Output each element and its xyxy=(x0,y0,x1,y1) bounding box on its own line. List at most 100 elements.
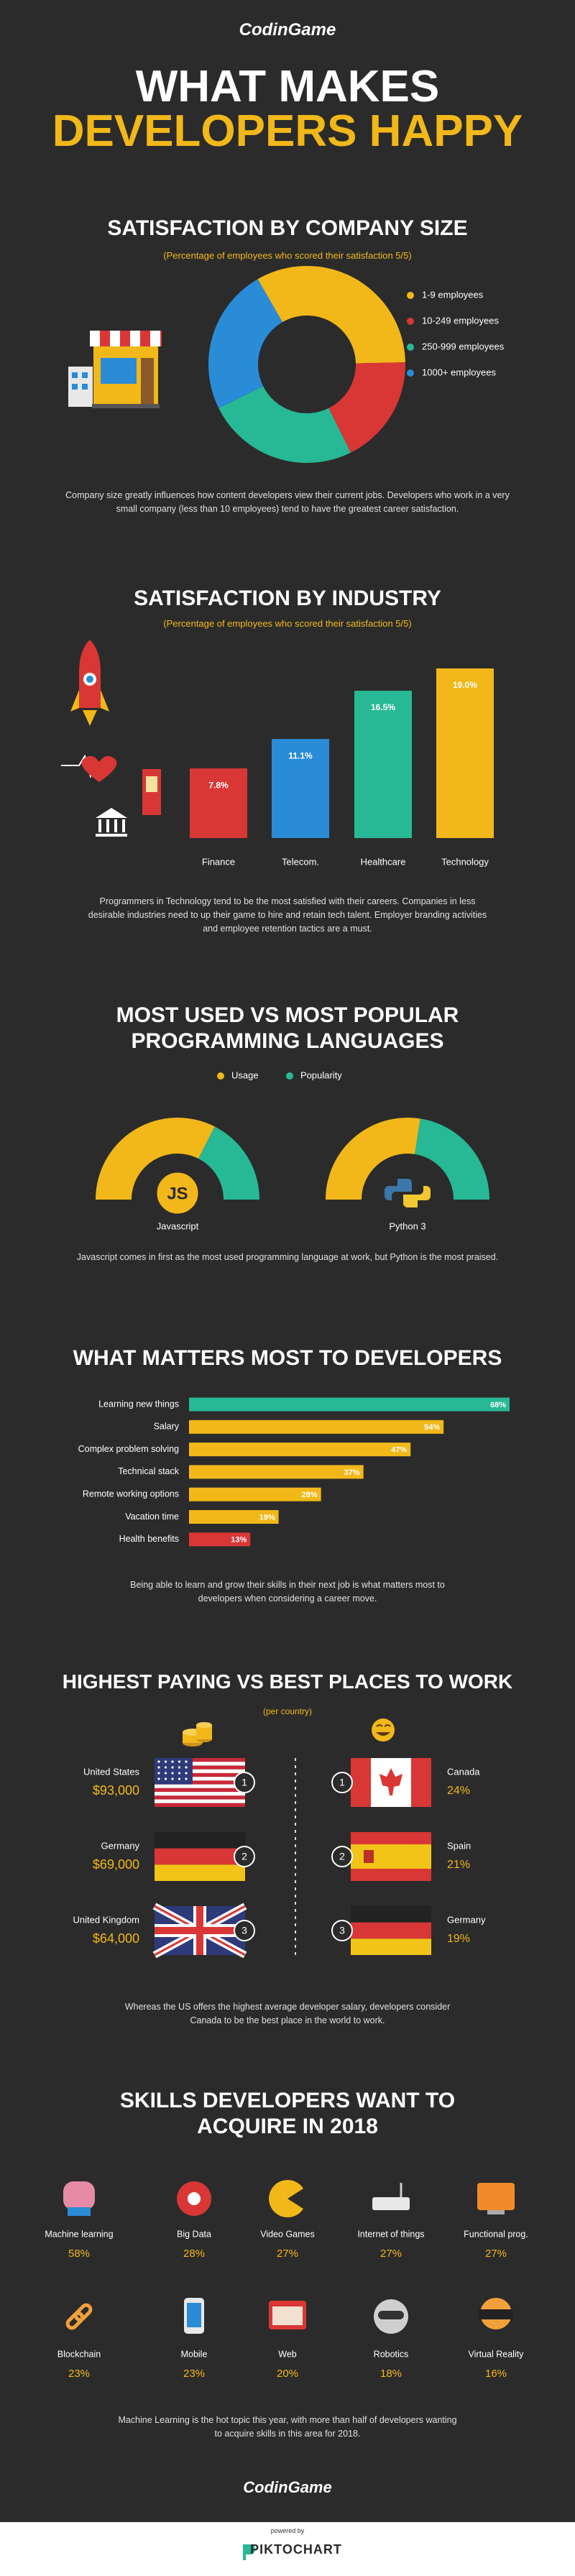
flag-star xyxy=(171,1777,174,1780)
icon-shape xyxy=(487,2210,505,2214)
skill-name: Web xyxy=(278,2349,297,2359)
skill-share: 18% xyxy=(380,2368,402,2380)
skill-icon xyxy=(184,2298,204,2334)
skill-share: 27% xyxy=(277,2248,298,2260)
flag-star xyxy=(164,1760,167,1763)
skill-share: 58% xyxy=(68,2248,90,2260)
skill-icon xyxy=(177,2181,211,2216)
bar-category: Technical stack xyxy=(118,1466,180,1476)
country-name: Canada xyxy=(447,1766,480,1777)
skill-name: Internet of things xyxy=(357,2229,424,2239)
bar-category: Complex problem solving xyxy=(78,1444,179,1454)
legend-label: 1-9 employees xyxy=(422,289,484,300)
flag-part xyxy=(155,1777,245,1781)
skill-share: 27% xyxy=(485,2248,507,2260)
country-name: Germany xyxy=(101,1840,140,1851)
skill-share: 16% xyxy=(485,2368,507,2380)
country-name: United States xyxy=(83,1766,140,1777)
bar xyxy=(189,1465,364,1479)
skill-icon xyxy=(63,2181,95,2216)
places-icons xyxy=(183,1719,395,1955)
flag-part xyxy=(351,1906,431,1923)
rank-number: 3 xyxy=(242,1925,247,1936)
share-value: 24% xyxy=(447,1785,470,1797)
legend-swatch xyxy=(407,292,414,299)
donut-segment xyxy=(257,265,405,364)
brand: PIKTOCHART xyxy=(250,2542,342,2557)
flag xyxy=(351,1832,431,1881)
section-subtitle: (Percentage of employees who scored thei… xyxy=(163,250,412,261)
flag-star xyxy=(178,1766,181,1769)
section-caption: Whereas the US offers the highest averag… xyxy=(124,2002,451,2025)
section-caption: Programmers in Technology tend to be the… xyxy=(88,896,487,934)
flag xyxy=(155,1758,245,1807)
bar-category: Salary xyxy=(154,1422,180,1432)
bar-category: Technology xyxy=(441,856,489,867)
bar-category: Telecom. xyxy=(282,856,319,867)
donut-segment xyxy=(328,362,406,453)
section-title: SATISFACTION BY INDUSTRY xyxy=(134,586,441,610)
section-title: WHAT MATTERS MOST TO DEVELOPERS xyxy=(73,1346,502,1370)
icon-shape xyxy=(187,2303,201,2327)
flag-part xyxy=(155,1762,245,1766)
flag-part xyxy=(155,1780,245,1785)
flag-star xyxy=(171,1766,174,1769)
flag-part xyxy=(155,1758,245,1762)
title: WHAT MAKES xyxy=(135,62,440,111)
python-logo xyxy=(385,1179,431,1208)
skill-icon xyxy=(269,2301,306,2329)
icon-shape xyxy=(477,2183,515,2210)
bar-value-label: 68% xyxy=(490,1401,506,1409)
skill-share: 23% xyxy=(183,2368,205,2380)
bar-value-label: 37% xyxy=(344,1468,360,1477)
bar-value-label: 28% xyxy=(302,1491,318,1499)
legend-swatch xyxy=(407,369,414,377)
gauge-label: Javascript xyxy=(157,1220,199,1231)
bar-category: Learning new things xyxy=(98,1399,179,1409)
skill-icon xyxy=(372,2183,410,2210)
legend-label: Usage xyxy=(231,1070,259,1080)
bar-value-label: 16.5% xyxy=(371,702,395,712)
section-caption: Company size greatly influences how cont… xyxy=(65,490,510,514)
flag-star xyxy=(185,1772,188,1775)
brand-icon xyxy=(243,2544,255,2560)
rank-badge xyxy=(331,1846,353,1867)
donut-segment xyxy=(218,386,351,463)
icon-shape xyxy=(272,2306,303,2325)
skill-icon xyxy=(269,2180,303,2218)
flag xyxy=(155,1832,245,1881)
rank-badge xyxy=(234,1846,255,1867)
bar xyxy=(189,1420,444,1434)
flag-part xyxy=(155,1848,245,1865)
bar-value-label: 7.8% xyxy=(208,780,229,790)
flag-star xyxy=(178,1777,181,1780)
skill-name: Blockchain xyxy=(58,2349,101,2359)
section-caption: Being able to learn and grow their skill… xyxy=(130,1580,445,1604)
legend-swatch xyxy=(286,1072,293,1080)
bar xyxy=(436,668,494,838)
flag-part xyxy=(155,1765,245,1770)
bar-category: Healthcare xyxy=(361,856,406,867)
bar xyxy=(189,1443,411,1457)
bar-category: Vacation time xyxy=(125,1512,179,1522)
flag-star xyxy=(185,1760,188,1763)
salary-amount: $69,000 xyxy=(93,1857,139,1872)
rank-number: 2 xyxy=(242,1851,247,1862)
shop-icon xyxy=(68,331,162,408)
skill-name: Functional prog. xyxy=(464,2229,528,2239)
industry-icons xyxy=(61,640,161,837)
bar-category: Finance xyxy=(202,856,235,867)
skill-name: Mobile xyxy=(181,2349,208,2359)
js-logo xyxy=(155,1170,201,1216)
flag-part xyxy=(411,1758,431,1807)
gauge-segment xyxy=(415,1118,489,1200)
bar-value-label: 47% xyxy=(391,1446,407,1455)
flag-star xyxy=(157,1760,160,1763)
bar-value-label: 11.1% xyxy=(288,750,313,760)
gauge-segment xyxy=(198,1126,259,1200)
skill-share: 27% xyxy=(380,2248,402,2260)
flag-part xyxy=(351,1758,371,1807)
section-title: MOST USED VS MOST POPULAR PROGRAMMING LA… xyxy=(116,1003,459,1053)
